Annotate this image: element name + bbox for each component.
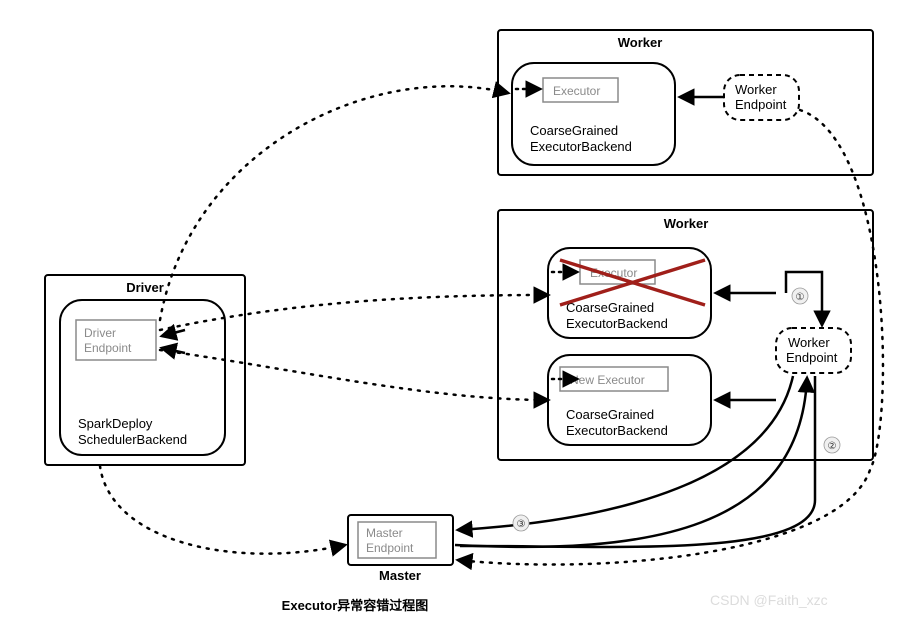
svg-text:①: ①	[796, 292, 805, 303]
worker-top-group: Worker CoarseGrained ExecutorBackend Exe…	[498, 30, 873, 175]
arrow-step-2-final	[455, 378, 807, 547]
driver-backend-l1: SparkDeploy	[78, 416, 153, 431]
driver-backend-l2: SchedulerBackend	[78, 432, 187, 447]
worker-mid-backend1-l2: ExecutorBackend	[566, 316, 668, 331]
driver-endpoint-l2: Endpoint	[84, 341, 132, 355]
worker-top-endpoint-l1: Worker	[735, 82, 777, 97]
worker-top-backend-l2: ExecutorBackend	[530, 139, 632, 154]
arrow-driver-to-wt	[160, 86, 508, 320]
master-endpoint-l1: Master	[366, 526, 403, 540]
worker-mid-endpoint-l2: Endpoint	[786, 350, 838, 365]
arrowhead-into-driver-1	[162, 330, 185, 336]
worker-mid-group: Worker CoarseGrained ExecutorBackend Exe…	[498, 210, 873, 460]
master-title: Master	[379, 568, 421, 583]
diagram-title: Executor异常容错过程图	[282, 598, 429, 613]
arrow-driver-to-b2	[160, 350, 548, 400]
worker-mid-title: Worker	[664, 216, 709, 231]
master-endpoint-l2: Endpoint	[366, 541, 414, 555]
arrowhead-into-driver-2	[162, 348, 185, 353]
badge-2: ②	[824, 437, 840, 453]
worker-mid-backend2-l2: ExecutorBackend	[566, 423, 668, 438]
worker-mid-backend1-l1: CoarseGrained	[566, 300, 654, 315]
arrow-driver-to-b1	[160, 295, 548, 330]
worker-top-backend-l1: CoarseGrained	[530, 123, 618, 138]
arrow-step-3b	[458, 380, 793, 532]
master-group: Master Master Endpoint	[348, 515, 453, 583]
worker-mid-backend2-l1: CoarseGrained	[566, 407, 654, 422]
worker-top-endpoint-l2: Endpoint	[735, 97, 787, 112]
worker-top-title: Worker	[618, 35, 663, 50]
arrow-driver-to-master	[100, 466, 345, 554]
driver-title: Driver	[126, 280, 164, 295]
driver-group: Driver SparkDeploy SchedulerBackend Driv…	[45, 275, 245, 465]
svg-text:②: ②	[828, 441, 837, 452]
svg-text:③: ③	[517, 519, 526, 530]
badge-3: ③	[513, 515, 529, 531]
worker-mid-executor2-label: New Executor	[570, 373, 645, 387]
driver-endpoint-l1: Driver	[84, 326, 116, 340]
worker-top-executor-label: Executor	[553, 84, 600, 98]
watermark: CSDN @Faith_xzc	[710, 592, 828, 608]
worker-mid-endpoint-l1: Worker	[788, 335, 830, 350]
badge-1: ①	[792, 288, 808, 304]
